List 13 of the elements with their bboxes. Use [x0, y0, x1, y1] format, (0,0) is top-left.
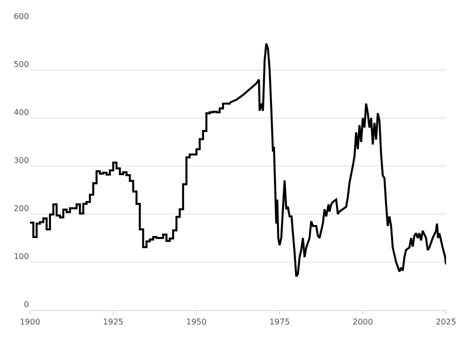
x-tick-label: 1950	[186, 318, 207, 327]
x-tick-label: 2025	[436, 318, 456, 327]
y-tick-label: 0	[24, 300, 29, 310]
x-tick-label: 1925	[103, 318, 124, 327]
y-tick-label: 100	[14, 252, 29, 262]
y-tick-label: 600	[14, 12, 29, 22]
y-tick-label: 500	[14, 60, 29, 70]
x-tick-label: 1975	[269, 318, 290, 327]
y-tick-label: 400	[14, 108, 29, 118]
x-tick-label: 1900	[20, 318, 40, 327]
y-tick-label: 300	[14, 156, 29, 166]
x-tick-label: 2000	[352, 318, 373, 327]
y-tick-label: 200	[14, 204, 29, 214]
